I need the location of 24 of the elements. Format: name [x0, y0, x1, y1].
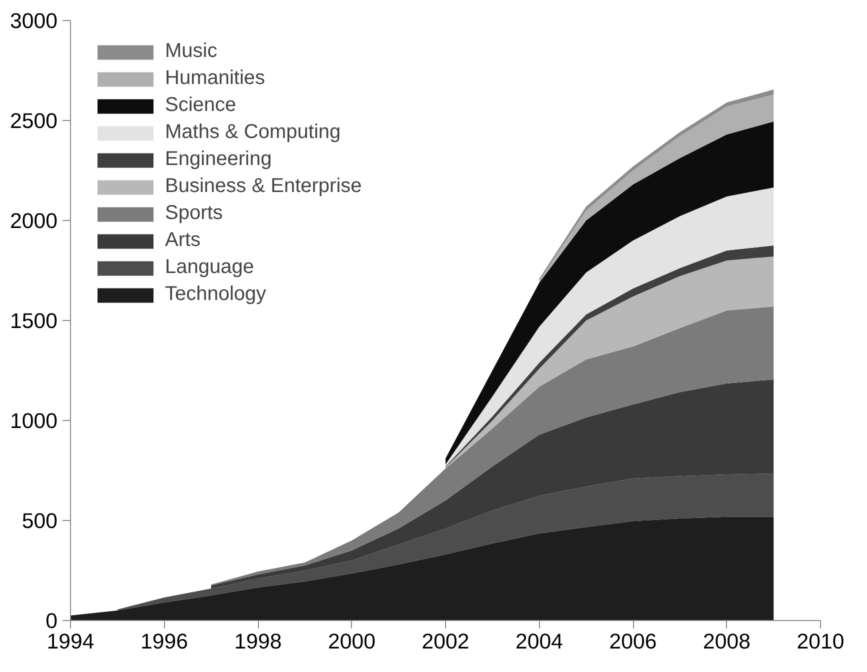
x-tick-label: 2000: [328, 630, 376, 654]
x-tick-label: 1996: [140, 630, 188, 654]
y-tick-label: 3000: [10, 9, 58, 33]
y-tick-label: 1500: [10, 309, 58, 333]
y-tick-label: 2500: [10, 109, 58, 133]
y-tick-label: 1000: [10, 409, 58, 433]
legend-label: Arts: [165, 229, 201, 252]
legend-label: Science: [165, 94, 236, 117]
y-tick-label: 2000: [10, 209, 58, 233]
x-tick-label: 2002: [422, 630, 470, 654]
x-tick-label: 2004: [516, 630, 564, 654]
legend-label: Maths & Computing: [165, 121, 341, 144]
legend-label: Music: [165, 40, 218, 63]
legend-label: Engineering: [165, 148, 272, 171]
x-tick-label: 2010: [796, 630, 844, 654]
y-tick-label: 500: [22, 509, 58, 533]
x-tick-label: 1998: [234, 630, 282, 654]
legend-label: Language: [165, 256, 254, 279]
legend-label: Humanities: [165, 67, 266, 90]
x-tick-label: 2006: [609, 630, 657, 654]
legend-label: Technology: [165, 283, 266, 306]
x-tick-label: 2008: [703, 630, 750, 654]
legend-label: Business & Enterprise: [165, 175, 362, 198]
legend-label: Sports: [165, 202, 223, 225]
